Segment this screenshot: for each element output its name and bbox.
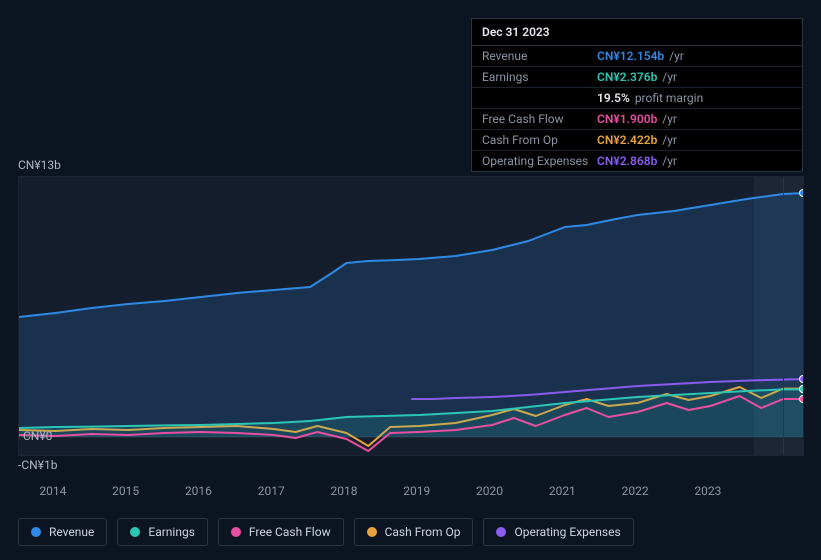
x-tick: 2019 — [403, 484, 430, 498]
tooltip-value: CN¥12.154b /yr — [597, 49, 684, 63]
chart-area: CN¥13b CN¥0 -CN¥1b — [18, 158, 804, 472]
tooltip-label — [482, 91, 597, 105]
legend-item[interactable]: Operating Expenses — [483, 518, 633, 546]
legend-swatch — [31, 527, 41, 537]
legend-item[interactable]: Cash From Op — [354, 518, 474, 546]
legend-swatch — [231, 527, 241, 537]
x-tick: 2022 — [622, 484, 649, 498]
legend-item[interactable]: Free Cash Flow — [218, 518, 344, 546]
legend-swatch — [367, 527, 377, 537]
y-axis-top-label: CN¥13b — [18, 158, 804, 172]
x-tick: 2016 — [185, 484, 212, 498]
line-chart[interactable]: CN¥0 — [18, 176, 804, 456]
legend-item[interactable]: Revenue — [18, 518, 107, 546]
tooltip-row: 19.5% profit margin — [472, 88, 802, 109]
series-endcap — [799, 395, 804, 403]
tooltip-label: Free Cash Flow — [482, 112, 597, 126]
tooltip-date: Dec 31 2023 — [472, 19, 802, 46]
legend-label: Revenue — [49, 525, 94, 539]
series-endcap — [799, 189, 804, 197]
tooltip-value: CN¥1.900b /yr — [597, 112, 677, 126]
x-tick: 2014 — [39, 484, 66, 498]
legend-label: Operating Expenses — [514, 525, 620, 539]
x-tick: 2023 — [694, 484, 721, 498]
legend-swatch — [130, 527, 140, 537]
legend-swatch — [496, 527, 506, 537]
series-endcap — [799, 375, 804, 383]
x-tick: 2020 — [476, 484, 503, 498]
tooltip-value: CN¥2.376b /yr — [597, 70, 677, 84]
tooltip-row: Free Cash FlowCN¥1.900b /yr — [472, 109, 802, 130]
tooltip-label: Revenue — [482, 49, 597, 63]
x-tick: 2017 — [258, 484, 285, 498]
cursor-line — [783, 177, 784, 455]
tooltip-row: EarningsCN¥2.376b /yr — [472, 67, 802, 88]
legend-label: Cash From Op — [385, 525, 461, 539]
legend-label: Earnings — [148, 525, 195, 539]
x-tick: 2021 — [549, 484, 576, 498]
data-tooltip: Dec 31 2023 RevenueCN¥12.154b /yrEarning… — [471, 18, 803, 172]
series-endcap — [799, 385, 804, 393]
legend-label: Free Cash Flow — [249, 525, 331, 539]
legend-item[interactable]: Earnings — [117, 518, 208, 546]
tooltip-label: Earnings — [482, 70, 597, 84]
x-tick: 2015 — [112, 484, 139, 498]
tooltip-value: 19.5% profit margin — [597, 91, 703, 105]
chart-legend: Revenue Earnings Free Cash Flow Cash From O… — [18, 518, 634, 546]
tooltip-row: Cash From OpCN¥2.422b /yr — [472, 130, 802, 151]
tooltip-label: Cash From Op — [482, 133, 597, 147]
x-tick: 2018 — [331, 484, 358, 498]
tooltip-row: RevenueCN¥12.154b /yr — [472, 46, 802, 67]
tooltip-value: CN¥2.422b /yr — [597, 133, 677, 147]
y-axis-neg-label: -CN¥1b — [18, 458, 804, 472]
